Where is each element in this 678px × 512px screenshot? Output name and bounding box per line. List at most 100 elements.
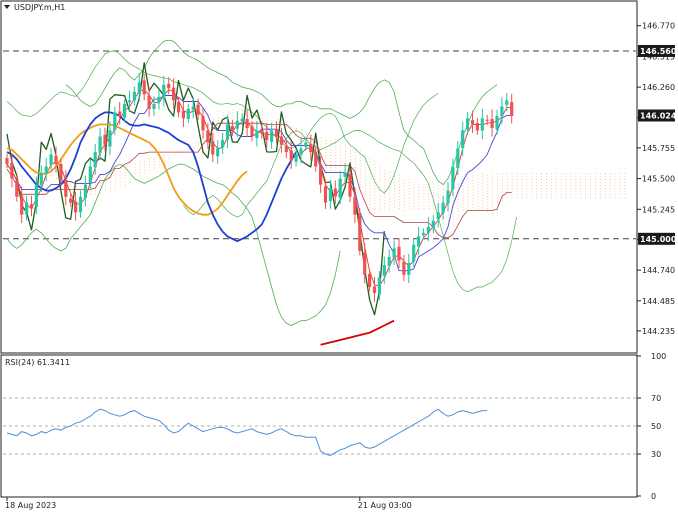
cloud-dot (109, 187, 111, 189)
cloud-dot (541, 185, 542, 187)
cloud-dot (438, 191, 440, 193)
candle-body (431, 220, 435, 229)
cloud-dot (462, 197, 464, 199)
candle-body (191, 106, 195, 110)
cloud-dot (16, 171, 18, 173)
cloud-dot (100, 177, 101, 179)
cloud-dot (320, 140, 322, 142)
cloud-dot (531, 179, 533, 180)
cloud-dot (492, 176, 493, 178)
cloud-dot (516, 182, 518, 184)
cloud-dot (452, 224, 454, 226)
cloud-dot (521, 191, 523, 193)
cloud-dot (374, 176, 376, 178)
cloud-dot (408, 203, 410, 204)
cloud-dot (526, 182, 528, 184)
cloud-dot (369, 173, 371, 175)
cloud-dot (472, 179, 474, 181)
cloud-dot (335, 164, 337, 165)
candle-body (5, 158, 9, 165)
cloud-dot (531, 185, 533, 187)
chevron-down-icon[interactable] (4, 5, 10, 9)
candle-body (392, 248, 396, 258)
cloud-dot (467, 199, 469, 201)
cloud-dot (335, 161, 337, 162)
cloud-dot (149, 158, 150, 160)
cloud-dot (232, 115, 234, 117)
cloud-dot (609, 179, 611, 180)
cloud-dot (100, 192, 101, 194)
cloud-dot (516, 179, 518, 180)
candle-body (426, 226, 430, 233)
cloud-dot (281, 125, 283, 127)
cloud-dot (428, 205, 430, 207)
cloud-dot (408, 206, 410, 207)
candle-body (260, 130, 264, 133)
cloud-dot (364, 200, 366, 202)
cloud-dot (149, 170, 150, 172)
cloud-dot (335, 142, 337, 144)
cloud-dot (301, 135, 302, 137)
time-tick-label: 21 Aug 03:00 (358, 501, 412, 510)
cloud-dot (389, 183, 391, 185)
candle-body (181, 110, 185, 119)
price-tick-label: 144.485 (642, 297, 675, 306)
cloud-dot (526, 173, 528, 174)
cloud-dot (457, 184, 459, 185)
cloud-dot (198, 142, 199, 144)
cloud-dot (590, 173, 591, 174)
cloud-dot (575, 188, 577, 190)
cloud-dot (374, 179, 376, 181)
cloud-dot (222, 124, 224, 126)
cloud-dot (399, 177, 400, 179)
cloud-dot (325, 146, 327, 147)
cloud-dot (433, 207, 435, 209)
cloud-dot (501, 179, 503, 181)
cloud-dot (114, 176, 116, 178)
cloud-dot (119, 186, 121, 188)
cloud-dot (16, 168, 18, 170)
cloud-dot (531, 173, 533, 174)
cloud-dot (369, 161, 371, 163)
cloud-dot (560, 185, 562, 187)
candle-body (54, 156, 58, 165)
cloud-dot (511, 179, 513, 180)
cloud-dot (369, 206, 371, 208)
cloud-dot (595, 185, 596, 187)
cloud-dot (364, 161, 366, 163)
cloud-dot (114, 185, 116, 187)
candles (5, 72, 514, 302)
cloud-dot (266, 120, 268, 122)
ma-blue-line (6, 111, 297, 243)
cloud-dot (614, 176, 616, 177)
cloud-dot (521, 179, 523, 180)
cloud-dot (595, 179, 596, 180)
cloud-dot (423, 202, 425, 203)
cloud-dot (599, 185, 601, 187)
cloud-dot (261, 114, 263, 116)
cloud-dot (109, 184, 111, 186)
cloud-dot (134, 172, 136, 174)
cloud-dot (590, 185, 591, 187)
cloud-dot (21, 178, 23, 180)
cloud-dot (472, 188, 474, 190)
cloud-dot (394, 206, 395, 208)
cloud-dot (536, 179, 538, 180)
cloud-dot (497, 209, 498, 211)
cloud-dot (595, 191, 596, 193)
cloud-dot (374, 194, 376, 196)
cloud-dot (399, 184, 400, 185)
bb-lower-line (6, 163, 341, 326)
cloud-dot (90, 190, 92, 192)
cloud-dot (364, 185, 366, 187)
cloud-dot (374, 170, 376, 172)
cloud-dot (501, 188, 503, 190)
tenkan-line (6, 95, 512, 272)
candle-body (265, 131, 269, 141)
cloud-dot (624, 197, 626, 199)
cloud-dot (389, 189, 391, 191)
cloud-dot (423, 196, 425, 197)
cloud-dot (320, 146, 322, 148)
cloud-dot (570, 182, 572, 184)
cloud-dot (467, 193, 469, 195)
